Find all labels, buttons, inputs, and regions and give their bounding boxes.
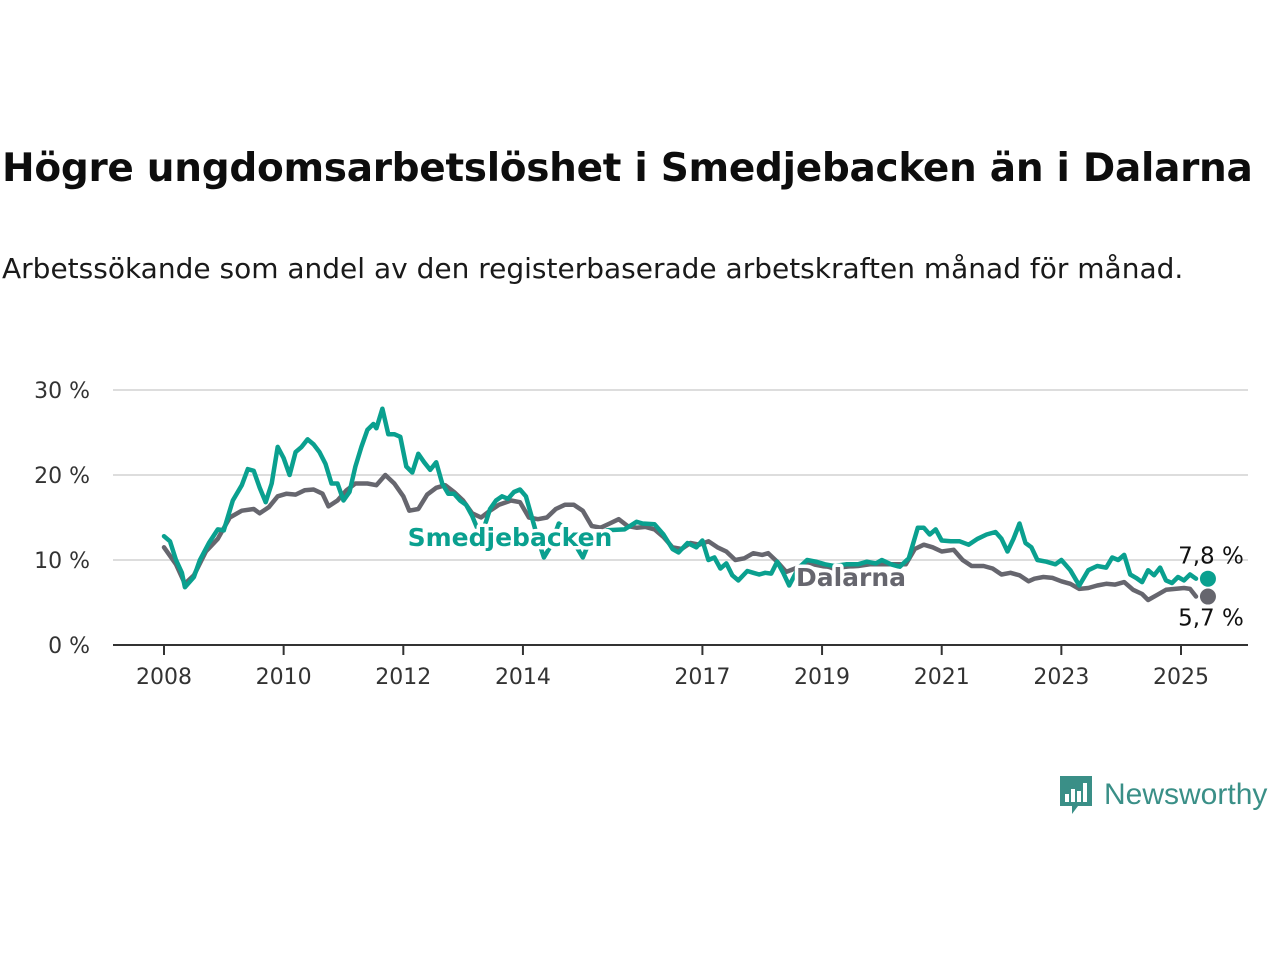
x-tick-label: 2021 bbox=[914, 665, 970, 690]
x-tick-label: 2012 bbox=[375, 665, 431, 690]
series-label-dalarna: Dalarna bbox=[796, 563, 906, 592]
chart-title: Högre ungdomsarbetslöshet i Smedjebacken… bbox=[2, 146, 1253, 191]
series-label-smedjebacken: Smedjebacken bbox=[408, 523, 613, 552]
y-axis-tick-labels: 0 % 10 % 20 % 30 % bbox=[34, 379, 90, 659]
series-labels: 7,8 % 5,7 % Smedjebacken Dalarna bbox=[404, 520, 1244, 632]
x-axis: 2008 2010 2012 2014 2017 2019 2021 2023 2025 bbox=[113, 644, 1248, 690]
newsworthy-logo: Newsworthy bbox=[1058, 772, 1267, 818]
series-lines bbox=[161, 406, 1216, 605]
x-tick-label: 2025 bbox=[1153, 665, 1209, 690]
x-tick-label: 2023 bbox=[1033, 665, 1089, 690]
x-tick-label: 2014 bbox=[495, 665, 551, 690]
y-tick-label: 10 % bbox=[34, 549, 90, 574]
series-line-dalarna bbox=[161, 472, 1199, 603]
y-tick-label: 20 % bbox=[34, 464, 90, 489]
end-point-smedjebacken bbox=[1199, 570, 1216, 587]
chart-subtitle: Arbetssökande som andel av den registerb… bbox=[2, 252, 1184, 285]
series-line-smedjebacken bbox=[161, 406, 1199, 590]
y-tick-label: 30 % bbox=[34, 379, 90, 404]
y-tick-label: 0 % bbox=[48, 634, 90, 659]
bar-chart-speech-bubble-icon bbox=[1060, 776, 1092, 814]
x-tick-label: 2019 bbox=[794, 665, 850, 690]
grid-lines bbox=[113, 389, 1248, 561]
x-tick-label: 2017 bbox=[674, 665, 730, 690]
x-tick-label: 2010 bbox=[256, 665, 312, 690]
end-value-label-dalarna: 5,7 % bbox=[1178, 606, 1244, 632]
end-value-label-smedjebacken: 7,8 % bbox=[1178, 544, 1244, 570]
brand-name: Newsworthy bbox=[1104, 778, 1268, 811]
x-tick-label: 2008 bbox=[136, 665, 192, 690]
end-point-dalarna bbox=[1199, 588, 1216, 605]
